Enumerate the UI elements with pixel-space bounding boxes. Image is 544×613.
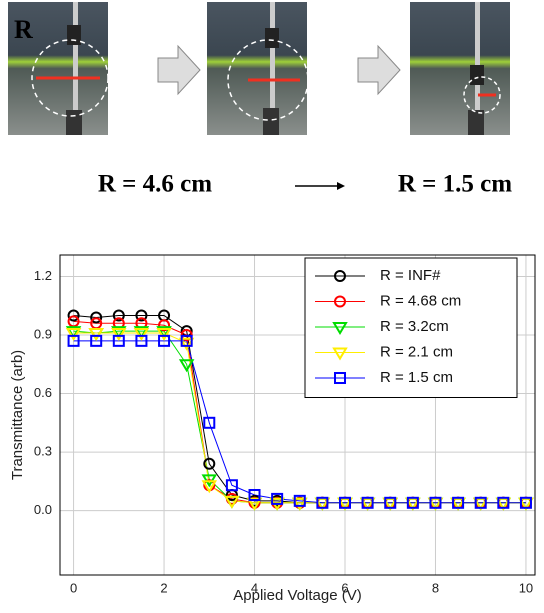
- marker: [180, 334, 193, 347]
- series-line: [73, 340, 526, 504]
- marker: [203, 416, 216, 429]
- marker: [316, 496, 329, 509]
- legend-marker: [332, 322, 348, 335]
- marker: [133, 328, 150, 341]
- y-tick-label: 0.9: [34, 326, 52, 341]
- marker: [67, 309, 80, 322]
- caption: R = 4.6 cm: [98, 171, 212, 198]
- y-tick-label: 0.0: [34, 502, 52, 517]
- marker: [246, 497, 263, 511]
- y-tick-label: 0.6: [34, 385, 52, 400]
- marker: [156, 328, 172, 341]
- marker: [450, 497, 466, 511]
- marker: [495, 497, 512, 511]
- marker: [111, 326, 127, 340]
- x-tick-label: 4: [251, 580, 258, 595]
- legend-marker: [332, 347, 348, 361]
- photo: [410, 2, 510, 135]
- legend-label: R = INF#: [380, 267, 441, 284]
- marker: [271, 492, 284, 505]
- marker: [427, 497, 444, 511]
- marker: [225, 479, 238, 492]
- legend-marker: [334, 270, 346, 282]
- marker: [472, 497, 489, 511]
- marker: [314, 497, 331, 511]
- y-axis-label: Transmittance (arb): [9, 350, 26, 480]
- marker: [203, 457, 216, 470]
- marker: [135, 334, 148, 347]
- legend-marker: [334, 372, 346, 384]
- marker: [178, 337, 195, 351]
- caption: R = 1.5 cm: [398, 171, 512, 198]
- marker: [339, 496, 351, 509]
- marker: [112, 309, 125, 322]
- photo: R: [8, 2, 109, 135]
- marker: [293, 494, 306, 507]
- y-tick-label: 1.2: [34, 268, 52, 283]
- photo: [207, 2, 309, 135]
- marker: [359, 497, 376, 511]
- marker: [384, 496, 397, 509]
- marker: [361, 496, 374, 509]
- marker: [429, 496, 442, 509]
- photo-label: R: [14, 15, 33, 44]
- marker: [519, 496, 532, 509]
- marker: [497, 496, 510, 509]
- marker: [67, 334, 80, 347]
- marker: [474, 496, 487, 509]
- marker: [178, 359, 195, 373]
- x-tick-label: 2: [160, 580, 167, 595]
- marker: [158, 319, 171, 332]
- legend-label: R = 2.1 cm: [380, 343, 453, 360]
- arrow: [357, 44, 401, 96]
- marker: [133, 326, 150, 340]
- legend-marker: [334, 295, 346, 308]
- marker: [158, 334, 171, 347]
- marker: [291, 497, 308, 511]
- marker: [337, 497, 353, 511]
- marker: [452, 496, 465, 509]
- chart: 0 2 4 6 8 10 0.0 0.3 0.6 0.9 1.2 Applied Voltage (V…: [9, 254, 536, 604]
- x-tick-label: 6: [341, 580, 348, 595]
- marker: [518, 497, 534, 511]
- marker: [201, 480, 218, 494]
- plot-frame: [59, 254, 536, 576]
- marker: [88, 328, 104, 341]
- marker: [90, 311, 103, 324]
- marker: [156, 326, 172, 340]
- arrow: [157, 44, 201, 96]
- legend-label: R = 1.5 cm: [380, 369, 453, 386]
- marker: [382, 497, 399, 511]
- y-tick-label: 0.3: [34, 444, 52, 459]
- marker: [111, 328, 127, 341]
- marker: [248, 489, 261, 501]
- x-tick-label: 10: [519, 580, 533, 595]
- x-tick-label: 8: [432, 580, 439, 595]
- arrow-head: [337, 182, 345, 190]
- x-axis-label: Applied Voltage (V): [233, 587, 361, 604]
- marker: [405, 497, 421, 511]
- marker: [65, 328, 82, 341]
- marker: [406, 496, 419, 509]
- marker: [135, 309, 148, 322]
- marker: [65, 326, 82, 340]
- marker: [224, 495, 240, 509]
- x-tick-label: 0: [70, 580, 77, 595]
- marker: [90, 334, 103, 347]
- legend-label: R = 3.2cm: [380, 318, 449, 335]
- legend-label: R = 4.68 cm: [380, 292, 461, 309]
- marker: [112, 334, 125, 347]
